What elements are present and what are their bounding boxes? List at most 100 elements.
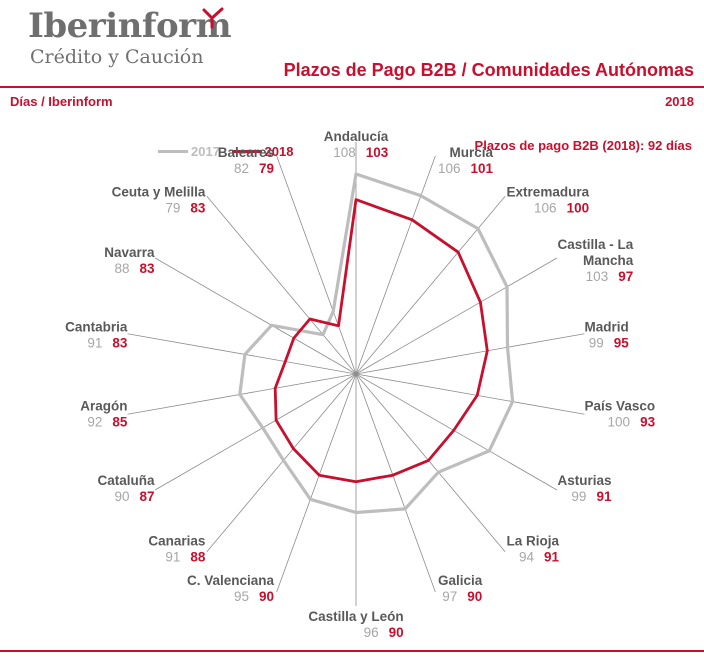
- value-label-2017: 91: [165, 550, 180, 565]
- radar-spoke: [154, 257, 357, 375]
- value-label-2018: 90: [467, 589, 482, 604]
- value-label-2018: 83: [190, 200, 206, 215]
- category-label: Castilla - La: [557, 237, 633, 252]
- legend-swatch-2017: [158, 150, 188, 153]
- legend-label-2017: 2017: [191, 144, 220, 159]
- category-label: C. Valenciana: [187, 573, 275, 588]
- value-label-2017: 94: [519, 550, 535, 565]
- category-label: Extremadura: [507, 184, 590, 199]
- value-label-2018: 91: [596, 489, 612, 504]
- category-label: Castilla y León: [308, 609, 403, 624]
- year-label: 2018: [665, 94, 694, 109]
- value-label-2018: 93: [640, 415, 656, 430]
- category-label: Navarra: [104, 245, 155, 260]
- category-label: Madrid: [585, 319, 629, 334]
- value-label-2017: 90: [114, 489, 129, 504]
- category-label: Aragón: [80, 399, 127, 414]
- series-line-2017: [238, 172, 515, 515]
- category-label: La Rioja: [507, 534, 560, 549]
- value-label-2017: 96: [364, 625, 379, 640]
- radar-spoke: [355, 257, 558, 375]
- value-label-2018: 87: [140, 489, 155, 504]
- radar-spoke: [154, 373, 357, 491]
- value-label-2017: 82: [234, 161, 249, 176]
- average-annotation: Plazos de pago B2B (2018): 92 días: [474, 138, 692, 153]
- radar-spoke: [355, 373, 436, 593]
- radar-spoke: [206, 373, 357, 552]
- value-label-2018: 85: [112, 415, 128, 430]
- value-label-2017: 99: [571, 489, 586, 504]
- value-label-2018: 91: [544, 550, 560, 565]
- legend-swatch-2018: [231, 150, 262, 153]
- chart-title: Plazos de Pago B2B / Comunidades Autónom…: [283, 60, 694, 80]
- chart-legend: 2017 2018: [158, 141, 301, 159]
- category-label: Galicia: [438, 573, 483, 588]
- value-label-2017: 91: [87, 335, 102, 350]
- category-label: Andalucía: [324, 129, 389, 144]
- value-label-2018: 83: [140, 261, 156, 276]
- radar-spoke: [127, 333, 357, 375]
- value-label-2018: 90: [259, 589, 274, 604]
- brand-logo: Iberinform: [28, 6, 232, 46]
- category-label: Mancha: [583, 253, 634, 268]
- value-label-2018: 97: [618, 269, 633, 284]
- value-label-2018: 90: [389, 625, 404, 640]
- radar-spoke: [355, 373, 585, 415]
- value-label-2018: 100: [567, 200, 590, 215]
- category-label: Cantabria: [65, 319, 128, 334]
- legend-label-2018: 2018: [264, 144, 294, 159]
- header-divider: [0, 86, 704, 88]
- value-label-2017: 106: [438, 161, 461, 176]
- radar-spoke: [206, 196, 357, 375]
- value-label-2017: 106: [534, 200, 557, 215]
- brand-tagline: Crédito y Caución: [30, 46, 204, 68]
- value-label-2018: 95: [614, 335, 630, 350]
- radar-spoke: [276, 155, 357, 375]
- category-label: Canarias: [148, 534, 205, 549]
- value-label-2017: 79: [165, 200, 180, 215]
- series-line-2018: [273, 198, 489, 484]
- category-label: País Vasco: [585, 399, 656, 414]
- radar-spoke: [355, 373, 558, 491]
- radar-spoke: [355, 373, 506, 552]
- category-label: Murcia: [450, 145, 494, 160]
- radar-spoke: [127, 373, 357, 415]
- brand-mark-icon: [202, 7, 224, 29]
- legend-item-2018: 2018: [231, 144, 294, 159]
- value-label-2017: 99: [589, 335, 604, 350]
- category-label: Cataluña: [98, 473, 156, 488]
- value-label-2017: 103: [586, 269, 609, 284]
- radar-spoke: [276, 373, 357, 593]
- value-label-2017: 100: [608, 415, 631, 430]
- value-label-2017: 108: [333, 145, 356, 160]
- value-label-2017: 88: [114, 261, 129, 276]
- category-label: Ceuta y Melilla: [112, 184, 206, 199]
- radar-spoke: [355, 333, 585, 375]
- value-label-2017: 97: [442, 589, 457, 604]
- legend-item-2017: 2017: [158, 144, 220, 159]
- value-label-2018: 101: [471, 161, 494, 176]
- footer-divider: [0, 650, 704, 652]
- category-label: Baleares: [218, 145, 274, 160]
- radar-spoke: [355, 155, 436, 375]
- value-label-2018: 88: [190, 550, 206, 565]
- value-label-2018: 79: [259, 161, 274, 176]
